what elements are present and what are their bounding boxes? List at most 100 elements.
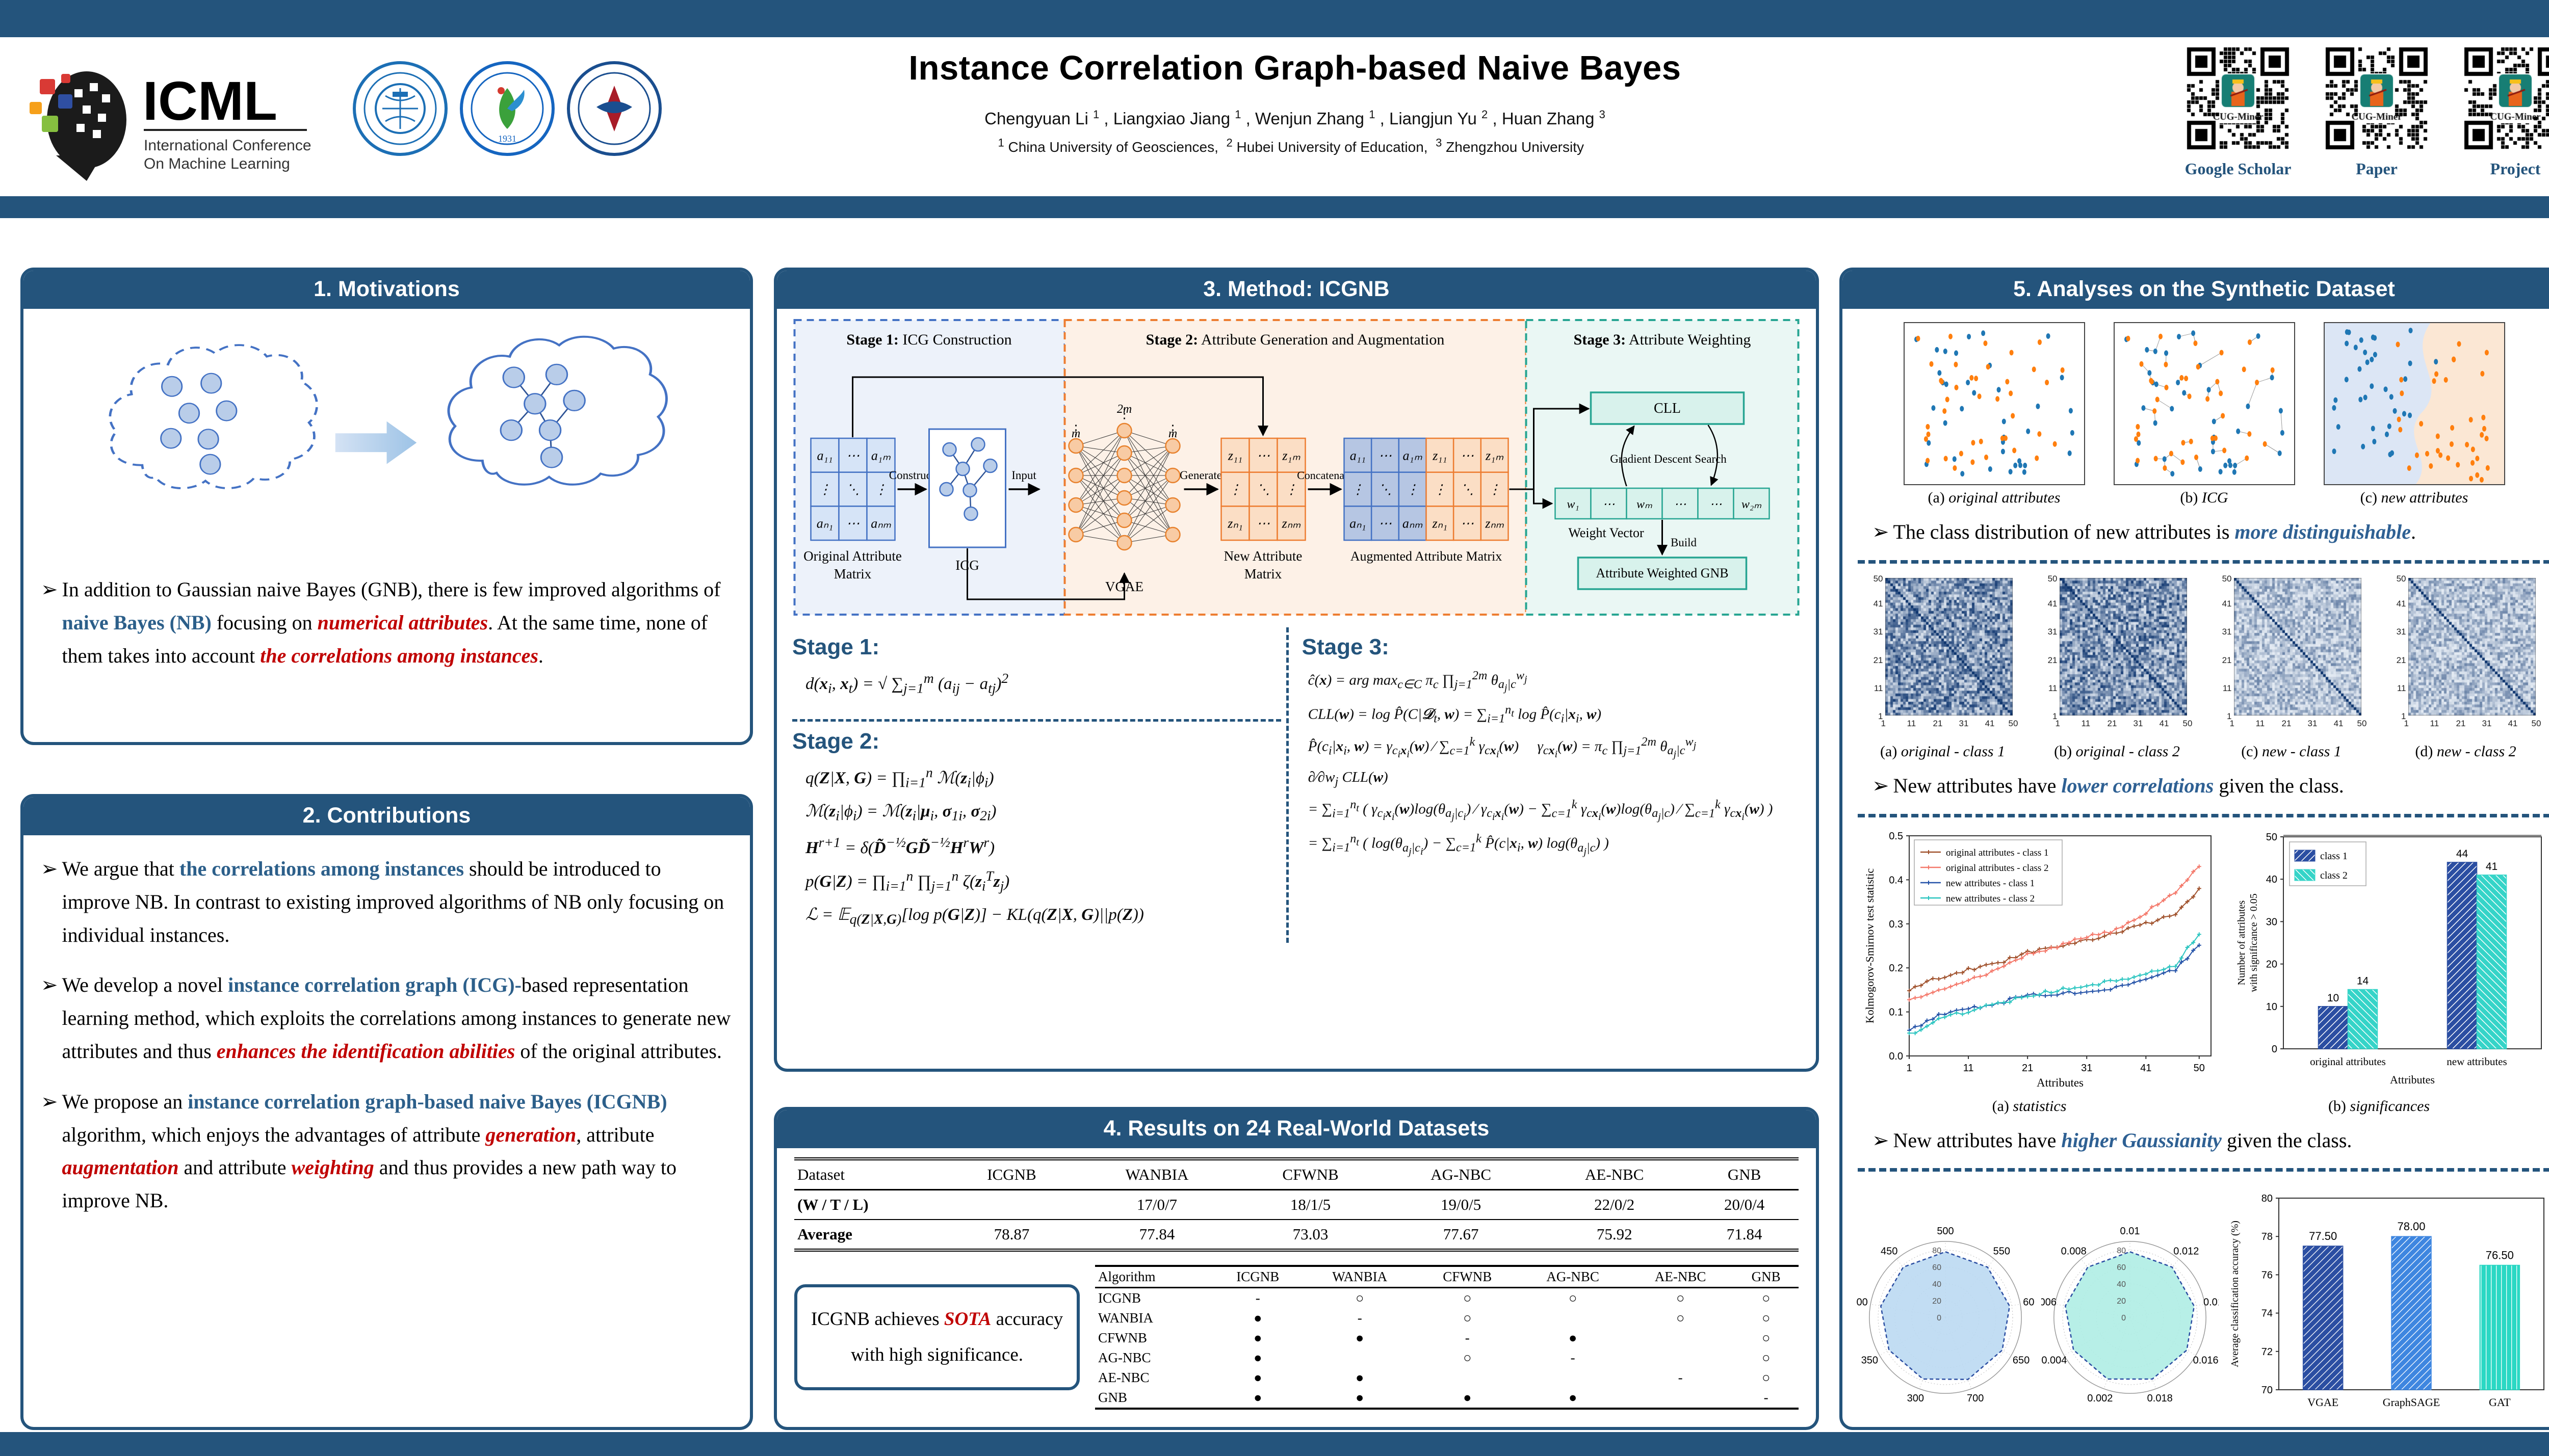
transform-arrow-icon [335,421,417,464]
data-point [1942,408,1946,414]
bottom-banner [0,1432,2549,1456]
equation: = ∑i=1nt ( γcixi(w)log(θaj|ci) ⁄ γcixi(w… [1308,797,1773,823]
data-point [2479,432,2484,438]
data-point [2481,414,2485,420]
column-header: CFWNB [1282,1166,1339,1183]
data-point [2470,460,2475,466]
text-segment: augmentation [62,1156,179,1179]
weight-cell-label: ⋯ [1674,498,1686,511]
legend-entry: class 1 [2320,851,2348,862]
data-point [2191,330,2195,336]
icg-edge [2247,382,2257,407]
data-point [1923,436,1928,442]
radar-axis-label: 450 [1881,1246,1897,1257]
top-banner [0,0,2549,37]
y-tick-label: 1 [2401,711,2406,721]
dashed-divider [1858,1168,2549,1172]
radar-axis-label: 600 [2023,1297,2034,1308]
matrix-cell-label: zₙ₁ [1432,516,1448,531]
icml-logo: ICML International Conference On Machine L… [25,59,347,189]
data-point [1929,361,1934,367]
qr-code-paper[interactable] [2323,45,2430,152]
data-point [2433,359,2438,365]
instance-node [538,419,562,441]
matrix-cell [866,506,896,541]
table-row: (W / T / L) 17/0/7 18/1/5 19/0/5 22/0/2 20/0/… [794,1190,1799,1220]
icml-line1: International Conference [144,137,311,154]
data-point [2277,450,2282,456]
learning-rates-radar-chart: 0.01 0.012 0.014 0.016 0.018 0.002 0.004 0.006 0… [2041,1226,2219,1404]
stage2-block: Stage 2: q(Z|X, G) = ∏i=1n ℳ(zi|ϕi) ℳ(zi|… [792,722,1281,928]
cell-value [1627,1328,1733,1348]
instance-node [161,376,183,397]
data-point [2141,405,2145,411]
contributions-panel: 2. Contributions ➢ We argue that the cor… [20,794,753,1430]
text-segment: , attribute [576,1123,655,1146]
build-arrow-label: Build [1671,536,1697,549]
data-point [2196,364,2200,370]
x-tick-label: 1 [1881,718,1886,728]
data-point [2397,416,2401,422]
setting-captions: (a) number of iterations (b) learning rat… [1855,1426,2549,1427]
data-point [2037,431,2041,437]
scatter-figure-row [1855,322,2549,485]
matrix-cell-label: ⋮ [1229,482,1242,497]
data-point [1983,340,1987,347]
table-row: WANBIA ● - ○ ○ ○ [1095,1308,1799,1328]
bullet-arrow-icon: ➢ [1872,774,1889,797]
matrix-cell [838,506,868,541]
cell-value: ● [1254,1310,1262,1326]
heatmap-canvas [2059,577,2187,716]
data-point [2484,350,2489,356]
y-tick-label: 31 [2222,627,2232,637]
qr-code-project[interactable] [2462,45,2549,152]
cell-value: ○ [1463,1310,1472,1326]
cell-value: - [1763,1390,1768,1405]
data-point [2450,425,2454,431]
x-tick-label: 21 [1933,718,1943,728]
heatmap-captions: (a) original - class 1 (b) original - cla… [1855,743,2549,760]
neuron-node [1116,445,1132,461]
radar-rtick-label: 40 [1932,1280,1941,1289]
data-point [2135,423,2140,430]
motivations-panel: 1. Motivations ➢ In addition to Gaussian… [20,268,753,745]
icml-line2: On Machine Learning [144,155,290,172]
data-point [1931,405,1935,411]
cell-value [1303,1348,1416,1368]
instance-node [563,389,586,412]
cell-value: 17/0/7 [1136,1196,1178,1213]
bullet-arrow-icon: ➢ [1872,520,1889,543]
awgnb-box [1577,557,1748,590]
data-point [2215,379,2219,385]
column-header: WANBIA [1125,1166,1189,1183]
affiliation: 3 Zhengzhou University [1436,137,1592,155]
y-tick-label: 80 [2261,1193,2272,1204]
radar-axis-label: 0.01 [2120,1226,2140,1237]
icg-edge [2199,352,2222,366]
data-point [2438,452,2442,458]
cll-box [1590,391,1745,425]
qr-code-google-scholar[interactable] [2184,45,2292,152]
data-point [2372,335,2377,341]
x-tick-label: 50 [2182,718,2193,728]
affiliation: 2 Hubei University of Education, [1226,137,1436,155]
cell-value: - [1570,1350,1575,1365]
data-point [2169,451,2173,457]
cell-value: 18/1/5 [1290,1196,1331,1213]
figure-caption: (c) graph convolution functions [2226,1426,2549,1427]
layer-size-label: m [1072,427,1080,440]
data-point [2000,435,2005,441]
heatmap-original---class-2: 50 41 31 21 11 1 1 11 21 31 41 50 [2033,574,2201,739]
x-tick-label: 21 [2456,718,2466,728]
data-point [2278,408,2283,414]
y-axis-label: Kolmogorov-Smirnov test statistic [1863,868,1876,1023]
analyses-bullet-3: ➢ New attributes have higher Gaussianity… [1855,1124,2549,1157]
y-tick-label: 31 [2047,627,2058,637]
row-header: Average [797,1225,852,1243]
equation: Hr+1 = δ(D̃−½GD̃−½HrWr) [805,834,995,857]
data-point [1970,440,1975,446]
data-point [1934,347,1939,353]
cell-value: ○ [1761,1330,1771,1345]
method-panel: 3. Method: ICGNB Stage 1: ICG Constructi… [774,268,1819,1072]
